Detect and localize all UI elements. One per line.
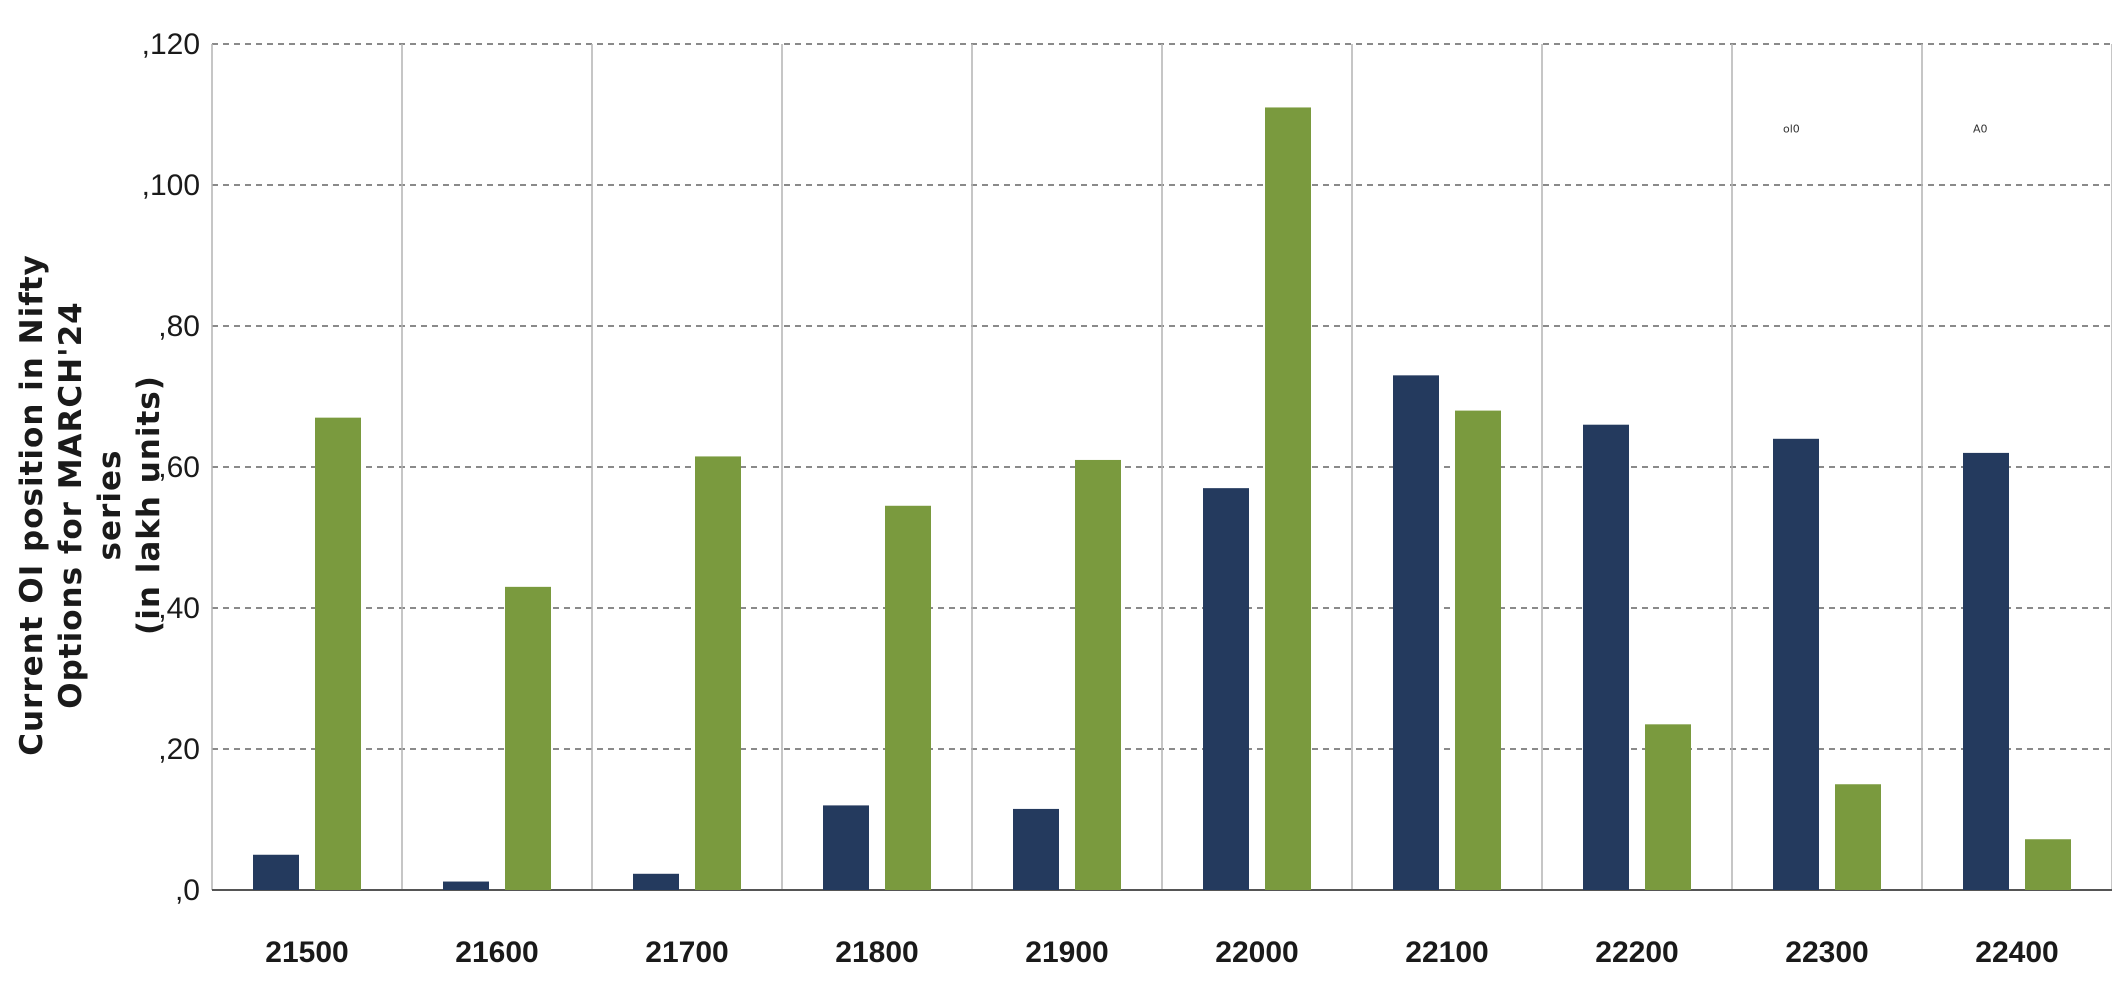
x-tick-label: 22400 [1975,936,2058,969]
bar-series-2-22100 [1455,410,1501,890]
annotations: ol0 A0 [1783,123,1988,136]
x-tick-label: 21600 [455,936,538,969]
y-tick-label: ,20 [158,733,200,766]
y-tick-label: ,120 [142,28,200,61]
bar-series-1-22000 [1203,488,1249,890]
x-tick-label: 22100 [1405,936,1488,969]
x-tick-labels: 21500 21600 21700 21800 21900 22000 22100 22200… [265,936,2058,969]
y-axis-title: Current OI position in Nifty Options for … [14,254,167,756]
y-tick-label: ,0 [175,874,200,907]
bar-series-2-22300 [1835,784,1881,890]
annotation-label: ol0 [1783,123,1800,136]
x-tick-label: 21800 [835,936,918,969]
bar-series-1-22100 [1393,375,1439,891]
bar-series-2-21800 [885,505,931,890]
y-axis-title-line: Options for MARCH'24 [53,301,89,709]
bars [253,107,2071,891]
annotation-label: A0 [1973,123,1988,136]
bar-series-2-22000 [1265,107,1311,890]
bar-series-2-21900 [1075,459,1121,890]
bar-series-2-22200 [1645,724,1691,890]
x-tick-label: 21900 [1025,936,1108,969]
bar-series-1-22300 [1773,438,1819,890]
bar-series-2-22400 [2025,839,2071,890]
bar-series-2-21600 [505,586,551,890]
y-tick-label: ,100 [142,169,200,202]
gridlines [211,43,2112,891]
y-axis-title-line: (in lakh units) [131,375,167,635]
bar-series-1-21800 [823,805,869,890]
y-tick-label: ,40 [158,592,200,625]
y-axis-title-line: series [92,450,128,561]
x-tick-label: 22300 [1785,936,1868,969]
bar-series-1-22200 [1583,424,1629,890]
y-tick-labels: ,0 ,20 ,40 ,60 ,80 ,100 ,120 [142,28,200,907]
bar-series-1-21700 [633,873,679,890]
y-tick-label: ,60 [158,451,200,484]
bar-series-2-21700 [695,456,741,890]
bar-series-1-21900 [1013,808,1059,890]
x-tick-label: 21500 [265,936,348,969]
bar-series-1-21500 [253,854,299,890]
x-tick-label: 22000 [1215,936,1298,969]
y-tick-label: ,80 [158,310,200,343]
x-tick-label: 21700 [645,936,728,969]
bar-series-1-21600 [443,881,489,890]
bar-series-2-21500 [315,417,361,890]
x-tick-label: 22200 [1595,936,1678,969]
bar-series-1-22400 [1963,452,2009,890]
y-axis-title-line: Current OI position in Nifty [14,254,50,756]
